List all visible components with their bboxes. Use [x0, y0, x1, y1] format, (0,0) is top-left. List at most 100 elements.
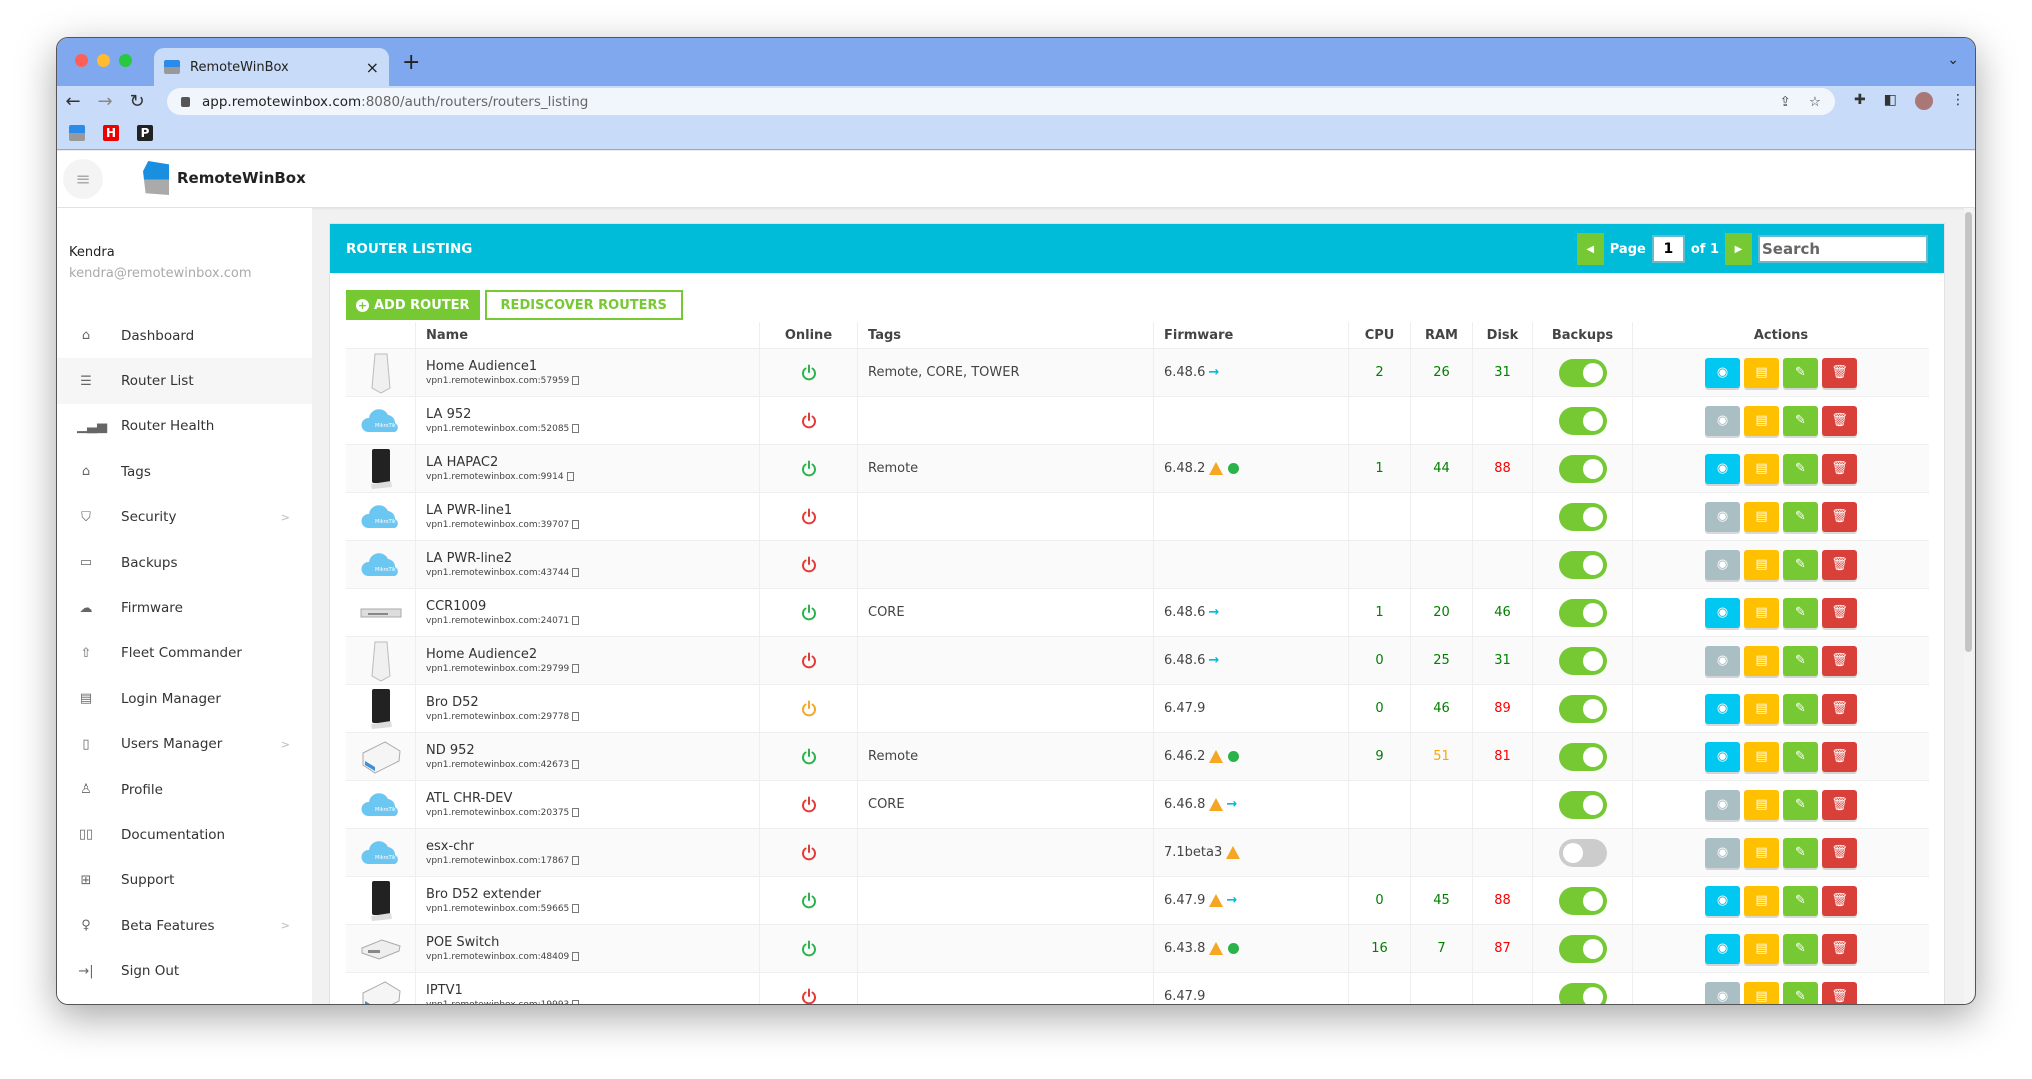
- copy-icon[interactable]: [572, 520, 580, 529]
- delete-button[interactable]: 🗑︎: [1822, 501, 1857, 532]
- backup-button[interactable]: ▤: [1744, 885, 1779, 916]
- router-name[interactable]: POE Switch: [426, 935, 500, 950]
- edit-button[interactable]: ✎: [1783, 837, 1818, 868]
- table-row[interactable]: Home Audience2 vpn1.remotewinbox.com:2979…: [346, 637, 1929, 685]
- backups-toggle[interactable]: [1558, 742, 1607, 771]
- column-header[interactable]: Firmware: [1154, 322, 1349, 348]
- backups-toggle[interactable]: [1558, 934, 1607, 963]
- sidebar-item-fleet-commander[interactable]: ⇧ Fleet Commander: [57, 631, 312, 676]
- copy-icon[interactable]: [572, 808, 580, 817]
- backup-button[interactable]: ▤: [1744, 933, 1779, 964]
- table-row[interactable]: MikroTik LA PWR-line2 vpn1.remotewinbox.co…: [346, 541, 1929, 589]
- column-header[interactable]: RAM: [1411, 322, 1473, 348]
- copy-icon[interactable]: [572, 952, 580, 961]
- delete-button[interactable]: 🗑︎: [1822, 405, 1857, 436]
- view-button[interactable]: ◉: [1705, 837, 1740, 868]
- sidebar-item-router-health[interactable]: ▁▃▅ Router Health: [57, 404, 312, 449]
- view-button[interactable]: ◉: [1705, 405, 1740, 436]
- sidebar-item-beta-features[interactable]: ♀ Beta Features >: [57, 903, 312, 948]
- sidebar-item-login-manager[interactable]: ▤ Login Manager: [57, 676, 312, 721]
- backup-button[interactable]: ▤: [1744, 597, 1779, 628]
- router-name[interactable]: LA PWR-line2: [426, 551, 513, 566]
- side-panel-icon[interactable]: ◧: [1883, 92, 1897, 108]
- copy-icon[interactable]: [566, 472, 574, 481]
- sidebar-item-dashboard[interactable]: ⌂ Dashboard: [57, 313, 312, 358]
- backups-toggle[interactable]: [1558, 646, 1607, 675]
- scrollbar-thumb[interactable]: [1965, 212, 1972, 652]
- address-bar[interactable]: app.remotewinbox.com:8080/auth/routers/r…: [167, 88, 1835, 115]
- backup-button[interactable]: ▤: [1744, 837, 1779, 868]
- forward-icon[interactable]: →: [97, 90, 113, 112]
- view-button[interactable]: ◉: [1705, 597, 1740, 628]
- bookmark-remotewinbox-icon[interactable]: [69, 124, 85, 141]
- table-row[interactable]: CCR1009 vpn1.remotewinbox.com:24071 CORE 6.…: [346, 589, 1929, 637]
- sidebar-item-security[interactable]: ⛉ Security >: [57, 495, 312, 540]
- sidebar-item-documentation[interactable]: ▯▯ Documentation: [57, 812, 312, 857]
- delete-button[interactable]: 🗑︎: [1822, 693, 1857, 724]
- table-row[interactable]: IPTV1 vpn1.remotewinbox.com:19993 6.47.9 ◉…: [346, 973, 1929, 1004]
- delete-button[interactable]: 🗑︎: [1822, 549, 1857, 580]
- table-row[interactable]: MikroTik esx-chr vpn1.remotewinbox.com:178…: [346, 829, 1929, 877]
- backup-button[interactable]: ▤: [1744, 357, 1779, 388]
- next-page-button[interactable]: ▶: [1725, 233, 1752, 265]
- router-name[interactable]: Home Audience2: [426, 647, 538, 662]
- router-name[interactable]: LA HAPAC2: [426, 455, 499, 470]
- router-name[interactable]: ATL CHR-DEV: [426, 791, 513, 806]
- sidebar-item-backups[interactable]: ▭ Backups: [57, 540, 312, 585]
- router-name[interactable]: LA 952: [426, 407, 472, 422]
- table-row[interactable]: Bro D52 extender vpn1.remotewinbox.com:59…: [346, 877, 1929, 925]
- delete-button[interactable]: 🗑︎: [1822, 597, 1857, 628]
- sidebar-item-support[interactable]: ⊞ Support: [57, 858, 312, 903]
- delete-button[interactable]: 🗑︎: [1822, 885, 1857, 916]
- view-button[interactable]: ◉: [1705, 741, 1740, 772]
- backups-toggle[interactable]: [1558, 406, 1607, 435]
- sidebar-item-users-manager[interactable]: ▯ Users Manager >: [57, 722, 312, 767]
- browser-tab[interactable]: RemoteWinBox ×: [154, 48, 389, 86]
- edit-button[interactable]: ✎: [1783, 357, 1818, 388]
- table-row[interactable]: Home Audience1 vpn1.remotewinbox.com:5795…: [346, 349, 1929, 397]
- edit-button[interactable]: ✎: [1783, 405, 1818, 436]
- table-row[interactable]: POE Switch vpn1.remotewinbox.com:48409 6.4…: [346, 925, 1929, 973]
- delete-button[interactable]: 🗑︎: [1822, 789, 1857, 820]
- table-row[interactable]: Bro D52 vpn1.remotewinbox.com:29778 6.47.9…: [346, 685, 1929, 733]
- router-name[interactable]: Home Audience1: [426, 359, 538, 374]
- edit-button[interactable]: ✎: [1783, 981, 1818, 1004]
- backup-button[interactable]: ▤: [1744, 549, 1779, 580]
- copy-icon[interactable]: [572, 616, 580, 625]
- prev-page-button[interactable]: ◀: [1576, 233, 1604, 265]
- backups-toggle[interactable]: [1558, 982, 1607, 1004]
- table-row[interactable]: MikroTik LA PWR-line1 vpn1.remotewinbox.co…: [346, 493, 1929, 541]
- reload-icon[interactable]: ↻: [129, 90, 145, 112]
- copy-icon[interactable]: [572, 664, 580, 673]
- maximize-window-button[interactable]: [119, 54, 132, 67]
- copy-icon[interactable]: [572, 712, 580, 721]
- backups-toggle[interactable]: [1558, 358, 1607, 387]
- rediscover-routers-button[interactable]: REDISCOVER ROUTERS: [484, 290, 683, 320]
- backup-button[interactable]: ▤: [1744, 693, 1779, 724]
- browser-menu-icon[interactable]: ⋮: [1951, 92, 1965, 108]
- view-button[interactable]: ◉: [1705, 453, 1740, 484]
- backup-button[interactable]: ▤: [1744, 645, 1779, 676]
- table-row[interactable]: ND 952 vpn1.remotewinbox.com:42673 Remote 6…: [346, 733, 1929, 781]
- page-scrollbar[interactable]: [1964, 208, 1973, 1004]
- edit-button[interactable]: ✎: [1783, 933, 1818, 964]
- delete-button[interactable]: 🗑︎: [1822, 981, 1857, 1004]
- share-icon[interactable]: ⇪: [1779, 93, 1791, 110]
- view-button[interactable]: ◉: [1705, 693, 1740, 724]
- delete-button[interactable]: 🗑︎: [1822, 741, 1857, 772]
- backup-button[interactable]: ▤: [1744, 501, 1779, 532]
- extensions-icon[interactable]: ✚: [1854, 92, 1866, 108]
- router-name[interactable]: IPTV1: [426, 983, 463, 998]
- backup-button[interactable]: ▤: [1744, 453, 1779, 484]
- backup-button[interactable]: ▤: [1744, 405, 1779, 436]
- backups-toggle[interactable]: [1558, 454, 1607, 483]
- sidebar-item-tags[interactable]: ⌂ Tags: [57, 449, 312, 494]
- backups-toggle[interactable]: [1558, 598, 1607, 627]
- backup-button[interactable]: ▤: [1744, 789, 1779, 820]
- hamburger-menu-icon[interactable]: ≡: [63, 159, 103, 199]
- edit-button[interactable]: ✎: [1783, 645, 1818, 676]
- edit-button[interactable]: ✎: [1783, 789, 1818, 820]
- close-window-button[interactable]: [75, 54, 88, 67]
- view-button[interactable]: ◉: [1705, 933, 1740, 964]
- copy-icon[interactable]: [572, 1000, 580, 1004]
